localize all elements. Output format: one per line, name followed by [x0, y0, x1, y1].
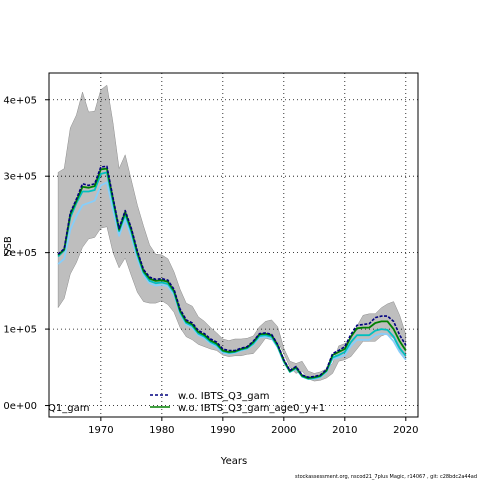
y-tick-label-3: 3e+05 — [3, 172, 37, 183]
x-axis: 1970 1980 1990 2000 2010 2020 — [88, 417, 419, 436]
left-legend-fragment: Q1_gam — [48, 403, 89, 414]
series-layer — [57, 165, 407, 380]
plot-frame — [48, 72, 419, 418]
x-tick-label-3: 2000 — [271, 425, 296, 436]
footer-note: stockassessment.org, nscod21_7plus Magic… — [295, 474, 477, 480]
confidence-band-layer — [57, 84, 407, 382]
legend-label-series-2: w.o. IBTS_Q3_gam_age0_y+1 — [178, 403, 325, 414]
x-axis-title: Years — [220, 456, 247, 467]
y-tick-label-2: 2e+05 — [3, 248, 37, 259]
y-axis-title: SSB — [3, 236, 14, 256]
y-tick-label-0: 0e+00 — [3, 401, 37, 412]
series-line-2 — [57, 167, 407, 379]
y-tick-label-4: 4e+05 — [3, 95, 37, 106]
confidence-band — [57, 84, 407, 382]
x-tick-label-0: 1970 — [88, 425, 113, 436]
grid-layer — [49, 73, 418, 417]
legend-label-series-1: w.o. IBTS_Q3_gam — [178, 391, 269, 402]
y-axis: 0e+00 1e+05 2e+05 3e+05 4e+05 — [3, 95, 49, 412]
x-tick-label-1: 1980 — [149, 425, 174, 436]
x-tick-label-2: 1990 — [210, 425, 235, 436]
x-tick-label-4: 2010 — [332, 425, 357, 436]
legend: w.o. IBTS_Q3_gam w.o. IBTS_Q3_gam_age0_y… — [150, 391, 325, 414]
y-tick-label-1: 1e+05 — [3, 325, 37, 336]
x-tick-label-5: 2020 — [393, 425, 418, 436]
series-line-1 — [57, 165, 407, 379]
